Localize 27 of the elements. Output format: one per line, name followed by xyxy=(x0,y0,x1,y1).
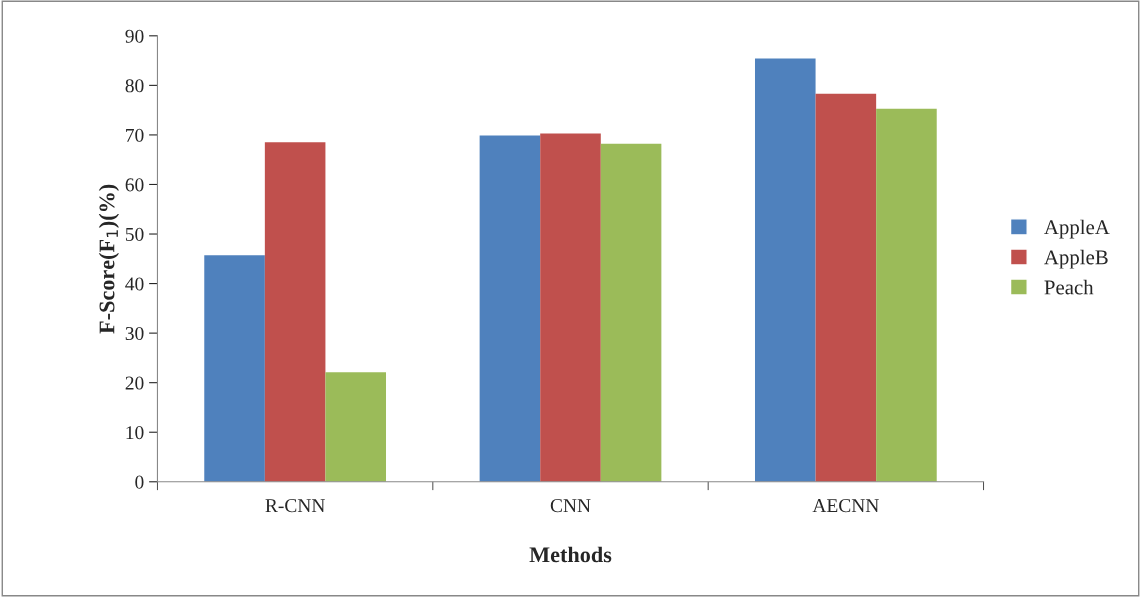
y-tick-label: 10 xyxy=(126,426,144,440)
bar xyxy=(754,58,816,482)
x-axis-title: Methods xyxy=(529,546,612,563)
legend-label: AppleB xyxy=(1044,249,1108,269)
y-tick-label: 20 xyxy=(125,376,144,390)
bar xyxy=(540,133,601,482)
y-tick-label: 90 xyxy=(125,29,144,43)
y-tick-label: 60 xyxy=(125,178,144,192)
y-tick-label: 50 xyxy=(125,227,144,241)
bar xyxy=(264,142,326,482)
bar xyxy=(479,135,541,482)
x-tick-label: AECNN xyxy=(812,499,879,513)
bar xyxy=(325,372,387,482)
x-tick-label: CNN xyxy=(550,499,591,513)
y-tick-label: 0 xyxy=(135,475,144,489)
y-axis-title: F-Score(F$_{1}$)(%) xyxy=(98,184,119,334)
legend-label: Peach xyxy=(1044,279,1094,295)
bar xyxy=(815,93,877,482)
bar xyxy=(600,143,662,482)
bar xyxy=(204,255,265,482)
legend-label: AppleA xyxy=(1044,219,1110,239)
y-tick-label: 70 xyxy=(126,128,144,142)
y-tick-label: 30 xyxy=(125,326,144,341)
x-tick-label: R-CNN xyxy=(265,499,325,513)
y-tick-label: 40 xyxy=(125,277,144,291)
bar xyxy=(876,108,937,482)
y-tick-label: 80 xyxy=(125,79,144,93)
